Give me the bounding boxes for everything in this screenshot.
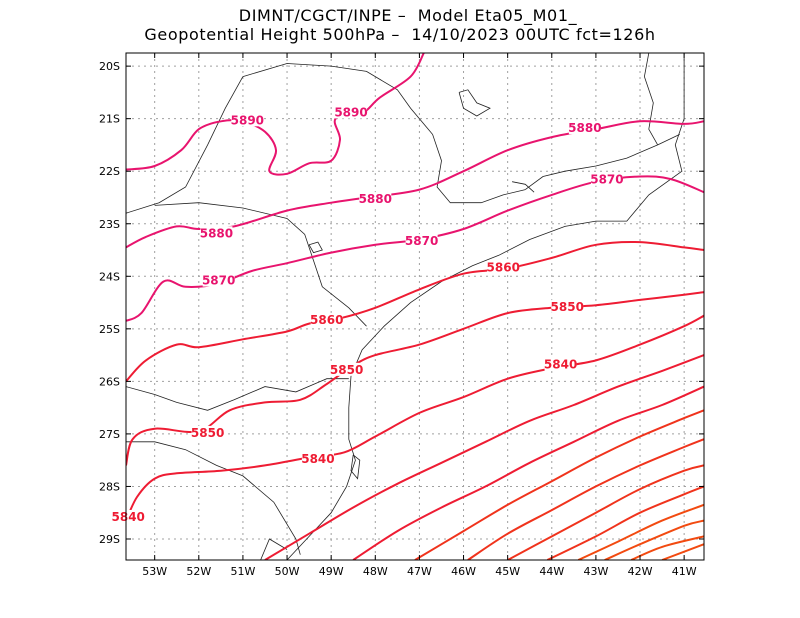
map-border-line: [126, 378, 349, 411]
contour-label: 5860: [310, 313, 343, 327]
map-border-line: [126, 76, 244, 214]
contour-label: 5880: [359, 192, 392, 206]
y-tick-label: 27S: [99, 428, 120, 441]
contour-line-5740: [661, 543, 704, 560]
map-border-line: [260, 538, 288, 560]
y-tick-label: 20S: [99, 60, 120, 73]
contour-label: 5890: [231, 113, 264, 127]
contour-label-background: [551, 299, 584, 313]
contour-label: 5870: [590, 173, 623, 187]
contour-label-background: [191, 425, 224, 439]
x-tick-label: 47W: [407, 565, 432, 578]
x-tick-label: 45W: [495, 565, 520, 578]
x-tick-label: 53W: [142, 565, 167, 578]
x-tick-label: 50W: [275, 565, 300, 578]
map-border-line: [308, 241, 323, 254]
lat-lon-grid: [126, 53, 704, 560]
contour-label: 5880: [200, 226, 233, 240]
contour-label: 5840: [301, 452, 334, 466]
map-border-line: [458, 89, 491, 117]
map-border-line: [643, 53, 659, 146]
contour-label-background: [310, 312, 343, 326]
contour-line-5830: [264, 354, 704, 560]
contour-line-5750: [630, 535, 704, 560]
map-title-line-1: DIMNT/CGCT/INPE – Model Eta05_M01_: [238, 6, 578, 25]
y-tick-label: 29S: [99, 533, 120, 546]
contour-line-5890: [126, 53, 425, 176]
contour-labels: 5890 5890 5880 5880 5880 5870 5870 5870 5860 5860…: [112, 105, 624, 524]
map-border-line: [525, 144, 658, 190]
x-tick-label: 43W: [583, 565, 608, 578]
contour-label: 5870: [405, 234, 438, 248]
contour-line-5810: [414, 409, 704, 560]
x-tick-label: 44W: [539, 565, 564, 578]
contour-label-background: [335, 105, 368, 119]
contour-label-background: [200, 226, 233, 240]
contour-label-background: [568, 121, 601, 135]
contour-line-5770: [577, 503, 704, 560]
contour-label: 5850: [551, 300, 584, 314]
contour-line-5840: [126, 314, 704, 522]
contour-label: 5850: [330, 363, 363, 377]
contour-line-5860: [126, 240, 704, 383]
contour-label-background: [487, 260, 520, 274]
contour-label-background: [544, 357, 577, 371]
contour-line-5780: [546, 485, 704, 560]
contour-label-background: [330, 362, 363, 376]
map-border-line: [242, 63, 526, 204]
contour-label: 5870: [202, 274, 235, 288]
contour-label: 5890: [334, 105, 367, 119]
contour-line-5800: [467, 438, 704, 560]
contour-label-background: [301, 452, 334, 466]
contour-label-background: [202, 273, 235, 287]
contour-line-5760: [604, 519, 704, 560]
map-frame: [125, 52, 705, 561]
y-tick-label: 23S: [99, 218, 120, 231]
contour-label-background: [231, 113, 264, 127]
contour-label-background: [112, 509, 145, 523]
contour-line-5790: [507, 464, 704, 560]
map-border-line: [126, 441, 301, 555]
map-border-line: [154, 202, 367, 327]
y-tick-label: 22S: [99, 165, 120, 178]
x-tick-label: 49W: [319, 565, 344, 578]
map-border-line: [512, 181, 535, 193]
coastline-and-state-borders: [126, 53, 685, 560]
map-border-line: [350, 454, 361, 480]
contour-label-background: [405, 234, 438, 248]
x-tick-label: 48W: [363, 565, 388, 578]
map-title-line-2: Geopotential Height 500hPa – 14/10/2023 …: [144, 25, 656, 44]
contour-label: 5860: [487, 260, 520, 274]
x-tick-label: 52W: [186, 565, 211, 578]
y-tick-label: 26S: [99, 375, 120, 388]
map-border-line: [657, 134, 680, 146]
contour-line-5820: [352, 385, 704, 560]
map-border-line: [286, 53, 685, 560]
contour-label: 5880: [568, 121, 601, 135]
contour-label: 5840: [112, 510, 145, 524]
x-tick-label: 46W: [451, 565, 476, 578]
contour-label-background: [590, 172, 623, 186]
contour-label: 5840: [544, 358, 577, 372]
axis-ticks: 53W 52W 51W 50W 49W 48W 47W 46W 45W 44W 43W 42W 41W 2…: [99, 53, 704, 578]
contour-label-background: [359, 192, 392, 206]
y-tick-label: 24S: [99, 270, 120, 283]
x-tick-label: 42W: [628, 565, 653, 578]
y-tick-label: 21S: [99, 113, 120, 126]
x-tick-label: 51W: [230, 565, 255, 578]
y-tick-label: 25S: [99, 323, 120, 336]
y-tick-label: 28S: [99, 480, 120, 493]
x-tick-label: 41W: [672, 565, 697, 578]
geopotential-contours: [126, 53, 704, 560]
contour-label: 5850: [191, 426, 224, 440]
contour-line-5880: [126, 120, 704, 249]
